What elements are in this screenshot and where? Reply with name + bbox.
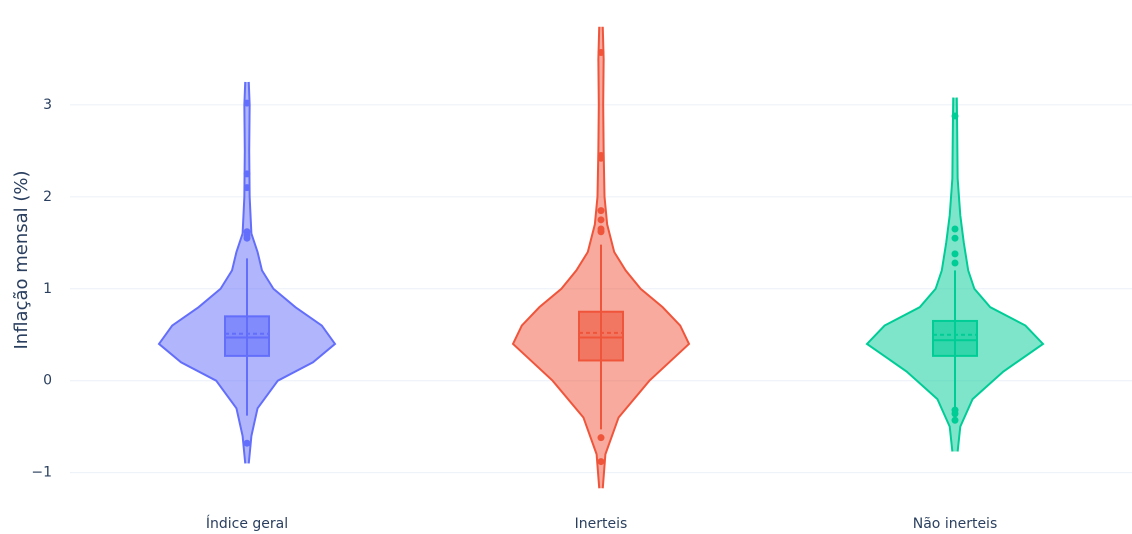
violin-outline <box>865 97 955 452</box>
violin-outline <box>955 97 1045 452</box>
outlier <box>597 207 605 215</box>
y-tick-label: 3 <box>43 97 52 113</box>
violin-outline <box>601 26 691 489</box>
outlier <box>597 458 605 466</box>
box <box>578 310 624 362</box>
outlier <box>243 170 251 178</box>
y-tick-label: −1 <box>31 465 52 481</box>
y-tick-label: 2 <box>43 189 52 205</box>
outlier <box>951 416 959 424</box>
outlier <box>243 234 251 242</box>
outlier <box>243 99 251 107</box>
violin-half <box>513 26 601 489</box>
outlier <box>951 112 959 120</box>
outlier <box>243 439 251 447</box>
outlier <box>951 250 959 258</box>
outlier <box>597 216 605 224</box>
x-tick-label: Inerteis <box>575 516 628 532</box>
outlier <box>951 410 959 418</box>
violin-outline <box>511 26 601 489</box>
outlier <box>597 228 605 236</box>
violin-half <box>247 81 335 464</box>
y-tick-label: 0 <box>43 373 52 389</box>
outlier <box>243 184 251 192</box>
outlier <box>951 259 959 267</box>
violin-half <box>601 26 689 489</box>
violin-half <box>159 81 247 464</box>
y-tick-label: 1 <box>43 281 52 297</box>
outlier <box>951 234 959 242</box>
violin-half <box>867 97 955 452</box>
outlier <box>597 49 605 57</box>
y-axis-title: Inflação mensal (%) <box>11 170 32 349</box>
outlier <box>597 154 605 162</box>
outlier <box>951 225 959 233</box>
outlier <box>597 434 605 442</box>
x-tick-label: Índice geral <box>206 515 288 532</box>
box <box>224 315 270 357</box>
x-tick-label: Não inerteis <box>913 516 998 532</box>
box <box>932 319 978 357</box>
violin-half <box>955 97 1043 452</box>
